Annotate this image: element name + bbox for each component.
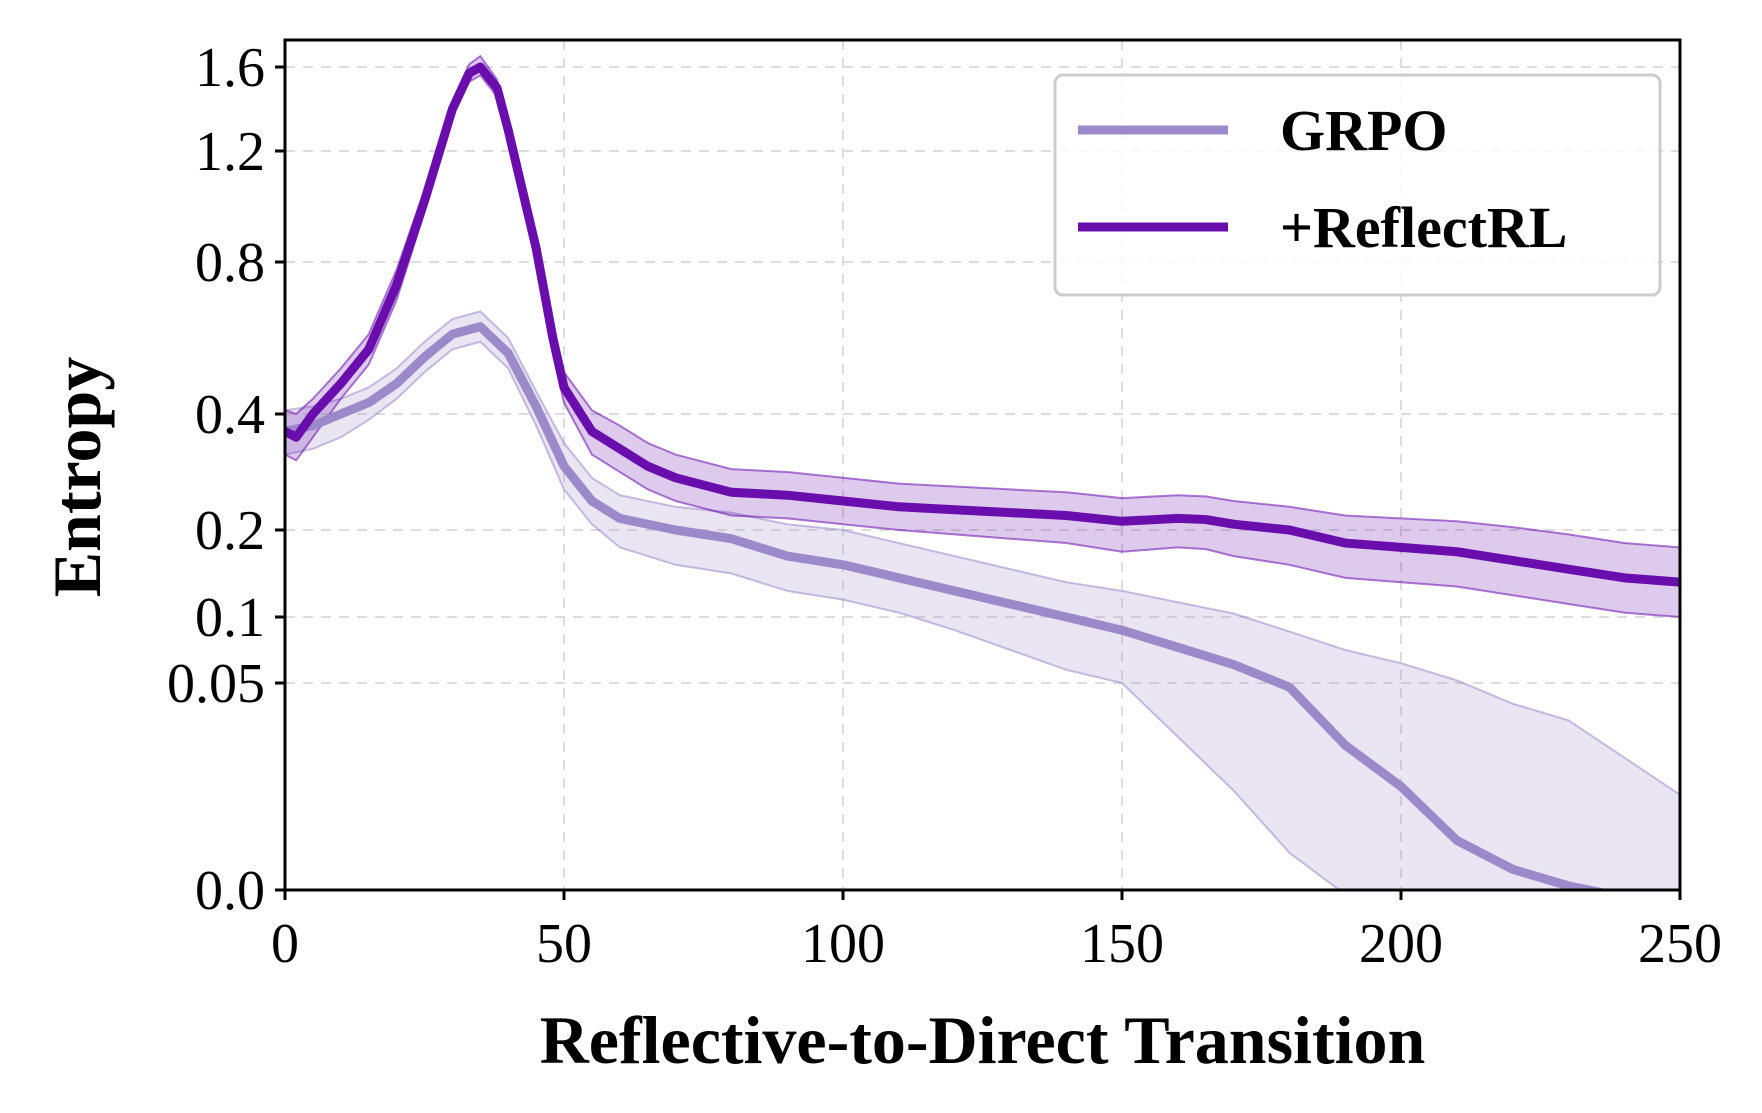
legend-label-grpo: GRPO: [1280, 98, 1448, 163]
y-tick-label: 1.6: [195, 37, 265, 99]
grid: [285, 40, 1680, 890]
x-tick-label: 100: [801, 913, 885, 975]
legend-label-reflectrl: +ReflectRL: [1280, 195, 1567, 260]
x-axis-ticks: 0 50 100 150 200 250: [271, 890, 1722, 975]
series-lines: [285, 62, 1680, 890]
legend: GRPO +ReflectRL: [1053, 73, 1662, 297]
y-tick-label: 0.4: [195, 384, 265, 446]
series-line-grpo: [285, 322, 1612, 890]
x-tick-label: 0: [271, 913, 299, 975]
x-tick-label: 150: [1080, 913, 1164, 975]
y-tick-label: 0.1: [195, 587, 265, 649]
y-axis-ticks: 0.0 0.050.1 0.2 0.4 0.8 1.2 1.6: [167, 37, 285, 922]
plot-frame: [283, 38, 1682, 892]
x-axis-title: Reflective-to-Direct Transition: [540, 1002, 1426, 1078]
x-tick-label: 50: [536, 913, 592, 975]
y-tick-label: 1.2: [195, 121, 265, 183]
band-lower-grpo: [285, 340, 1341, 890]
series-line-reflectrl: [285, 62, 1680, 587]
y-tick-label: 0.0: [195, 860, 265, 922]
x-tick-label: 200: [1359, 913, 1443, 975]
band-grpo: [285, 311, 1680, 890]
band-upper-grpo: [285, 310, 1680, 796]
band-reflectrl: [285, 56, 1680, 617]
y-axis-title: Entropy: [39, 357, 115, 598]
y-tick-label: 0.05: [167, 653, 265, 715]
y-tick-label: 0.2: [195, 500, 265, 562]
y-tick-label: 0.8: [195, 232, 265, 294]
x-tick-label: 250: [1638, 913, 1722, 975]
